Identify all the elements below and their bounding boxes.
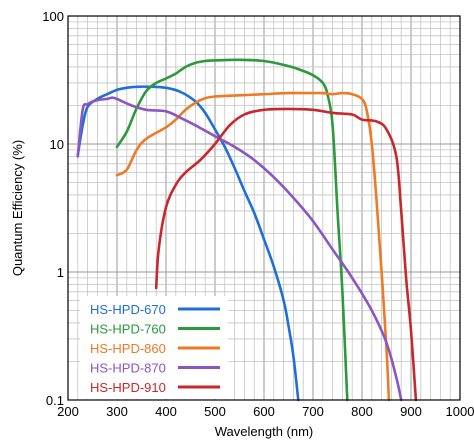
series-line-hs-hpd-870 (76, 96, 403, 402)
legend-label: HS-HPD-760 (90, 322, 166, 337)
legend-label: HS-HPD-870 (90, 361, 166, 376)
y-axis-title: Quantum Efficiency (%) (10, 140, 25, 276)
series-line-hs-hpd-760 (115, 58, 349, 402)
x-tick-label: 200 (57, 404, 79, 419)
y-tick-label: 100 (42, 9, 64, 24)
x-tick-label: 600 (253, 404, 275, 419)
series-line-hs-hpd-860 (115, 91, 391, 402)
legend: HS-HPD-670 HS-HPD-760 HS-HPD-860 HS-HPD-870… (80, 296, 228, 399)
series-curves (76, 58, 418, 402)
legend-label: HS-HPD-670 (90, 302, 166, 317)
x-tick-label: 900 (400, 404, 422, 419)
x-tick-label: 500 (204, 404, 226, 419)
y-tick-label: 10 (50, 137, 64, 152)
y-tick-label: 1 (57, 265, 64, 280)
x-tick-label: 700 (302, 404, 324, 419)
x-tick-label: 1000 (446, 404, 474, 419)
x-tick-label: 800 (351, 404, 373, 419)
x-axis-title: Wavelength (nm) (215, 424, 314, 439)
tick-labels: 200 300 400 500 600 700 800 900 1000 0.1 1 10 100 (42, 9, 474, 419)
legend-label: HS-HPD-860 (90, 341, 166, 356)
x-tick-label: 300 (106, 404, 128, 419)
plot-frame (67, 15, 461, 401)
series-line-hs-hpd-670 (76, 85, 300, 402)
series-line-hs-hpd-910 (154, 107, 418, 402)
legend-label: HS-HPD-910 (90, 380, 166, 395)
x-tick-label: 400 (155, 404, 177, 419)
y-tick-label: 0.1 (46, 393, 64, 408)
